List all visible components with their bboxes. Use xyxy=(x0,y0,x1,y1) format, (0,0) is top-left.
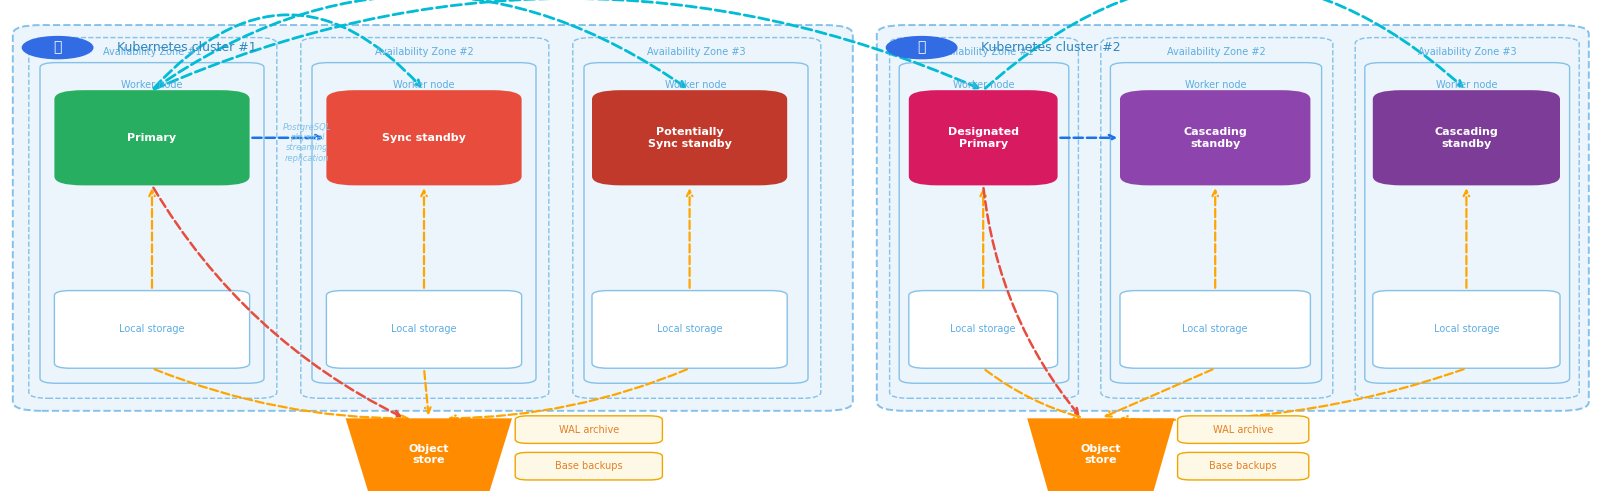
Text: Availability Zone #3: Availability Zone #3 xyxy=(648,47,746,57)
Polygon shape xyxy=(346,418,512,491)
Text: Base backups: Base backups xyxy=(555,461,622,471)
Text: WAL archive: WAL archive xyxy=(1213,425,1274,434)
Polygon shape xyxy=(1027,418,1174,491)
FancyBboxPatch shape xyxy=(312,63,536,383)
Text: Worker node: Worker node xyxy=(666,80,726,90)
Text: Object
store: Object store xyxy=(408,444,450,465)
FancyBboxPatch shape xyxy=(877,25,1589,411)
FancyBboxPatch shape xyxy=(1178,416,1309,443)
Text: Kubernetes cluster #2: Kubernetes cluster #2 xyxy=(981,41,1120,54)
Text: WAL archive: WAL archive xyxy=(558,425,619,434)
Text: Base backups: Base backups xyxy=(1210,461,1277,471)
Text: Availability Zone #3: Availability Zone #3 xyxy=(1418,47,1517,57)
Text: Availability Zone #2: Availability Zone #2 xyxy=(1168,47,1266,57)
Text: Cascading
standby: Cascading standby xyxy=(1184,127,1246,149)
Text: Worker node: Worker node xyxy=(1437,80,1498,90)
Text: Local storage: Local storage xyxy=(658,325,722,334)
FancyBboxPatch shape xyxy=(592,291,787,368)
Text: Cascading
standby: Cascading standby xyxy=(1435,127,1498,149)
Text: Kubernetes cluster #1: Kubernetes cluster #1 xyxy=(117,41,256,54)
FancyBboxPatch shape xyxy=(326,90,522,185)
Circle shape xyxy=(886,37,957,59)
Text: Local storage: Local storage xyxy=(950,325,1016,334)
FancyBboxPatch shape xyxy=(899,63,1069,383)
FancyBboxPatch shape xyxy=(592,90,787,185)
Text: Local storage: Local storage xyxy=(1434,325,1499,334)
FancyBboxPatch shape xyxy=(13,25,853,411)
FancyBboxPatch shape xyxy=(1365,63,1570,383)
Text: Worker node: Worker node xyxy=(954,80,1014,90)
Text: Worker node: Worker node xyxy=(1186,80,1246,90)
Text: Local storage: Local storage xyxy=(120,325,184,334)
Text: Primary: Primary xyxy=(128,133,176,143)
FancyBboxPatch shape xyxy=(515,416,662,443)
Text: Object
store: Object store xyxy=(1080,444,1122,465)
Text: Designated
Primary: Designated Primary xyxy=(947,127,1019,149)
FancyBboxPatch shape xyxy=(1373,90,1560,185)
FancyBboxPatch shape xyxy=(584,63,808,383)
FancyBboxPatch shape xyxy=(54,291,250,368)
Text: ⎈: ⎈ xyxy=(53,41,62,55)
Text: Worker node: Worker node xyxy=(394,80,454,90)
FancyBboxPatch shape xyxy=(54,90,250,185)
FancyBboxPatch shape xyxy=(515,452,662,480)
FancyBboxPatch shape xyxy=(1178,452,1309,480)
FancyBboxPatch shape xyxy=(1120,90,1310,185)
Text: Worker node: Worker node xyxy=(122,80,182,90)
Text: Availability Zone #2: Availability Zone #2 xyxy=(376,47,474,57)
Text: Availability Zone #1: Availability Zone #1 xyxy=(934,47,1034,57)
Text: Sync standby: Sync standby xyxy=(382,133,466,143)
Text: Local storage: Local storage xyxy=(392,325,456,334)
FancyBboxPatch shape xyxy=(909,90,1058,185)
FancyBboxPatch shape xyxy=(1373,291,1560,368)
FancyBboxPatch shape xyxy=(909,291,1058,368)
FancyBboxPatch shape xyxy=(40,63,264,383)
FancyBboxPatch shape xyxy=(326,291,522,368)
Text: Availability Zone #1: Availability Zone #1 xyxy=(104,47,202,57)
Text: Potentially
Sync standby: Potentially Sync standby xyxy=(648,127,731,149)
Circle shape xyxy=(22,37,93,59)
Text: Local storage: Local storage xyxy=(1182,325,1248,334)
Text: PostgreSQL
physical
streaming
replication: PostgreSQL physical streaming replicatio… xyxy=(283,123,331,163)
Text: ⎈: ⎈ xyxy=(917,41,926,55)
FancyBboxPatch shape xyxy=(1110,63,1322,383)
FancyBboxPatch shape xyxy=(1120,291,1310,368)
